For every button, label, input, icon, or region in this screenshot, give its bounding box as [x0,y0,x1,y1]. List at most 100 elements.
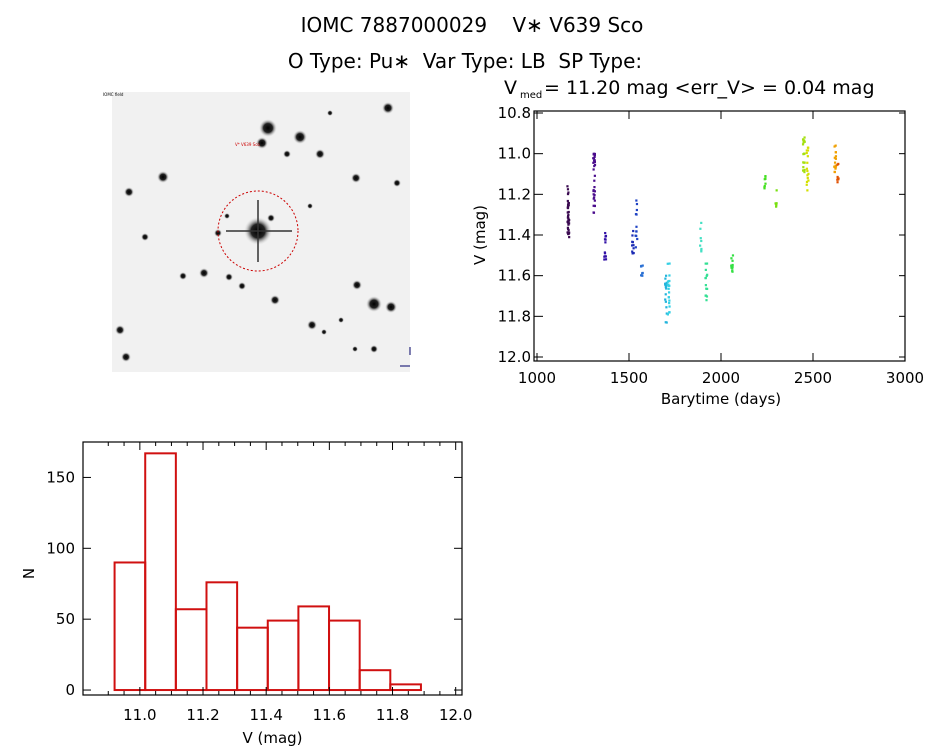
data-point [566,185,569,188]
data-point [834,155,838,158]
data-point [837,177,840,180]
histogram-bar [236,626,269,692]
data-point [700,248,703,252]
data-point [834,164,838,167]
star [352,346,358,352]
data-point [803,152,806,155]
data-point [593,196,596,199]
data-point [730,264,733,267]
data-point [731,269,734,273]
x-tick-label: 2000 [702,369,740,387]
star [124,187,134,197]
data-point [664,277,667,280]
data-point [806,169,809,173]
star [256,137,268,149]
data-point [806,155,809,158]
data-point [704,294,707,297]
star [157,171,169,183]
y-tick-label: 11.2 [498,185,531,203]
plot-frame [533,110,906,362]
data-point [632,251,635,255]
data-point [593,199,596,202]
data-point [634,246,637,249]
data-point [604,241,607,244]
data-point [699,244,702,247]
data-point [801,143,805,146]
data-point [731,265,734,268]
data-point [665,312,668,315]
data-point [632,247,635,250]
histogram-bar [113,561,147,692]
data-point [668,301,671,305]
x-tick-label: 11.4 [249,706,282,724]
x-tick-label: 11.2 [186,706,219,724]
data-point [667,291,671,294]
histogram-bar [328,619,361,692]
star [259,119,277,137]
light-curve-chart: 1000 1500 2000 2500 3000 10.8 11.0 11.2 11.4 11.6… [471,77,924,408]
data-point [592,211,595,214]
data-point [592,204,595,207]
data-point [566,221,570,224]
data-point [640,274,643,277]
data-point [567,229,570,232]
data-point [700,221,703,224]
data-point [802,141,805,144]
data-point [635,199,638,202]
data-point [566,227,570,230]
data-point [700,239,703,243]
star [225,273,233,281]
data-point [632,229,635,233]
data-point [631,244,634,247]
data-point [731,263,734,267]
data-point [664,274,668,277]
image-label-top: IOMC field [103,92,124,97]
data-point [641,274,644,277]
data-point [566,199,569,203]
data-point [593,153,596,157]
data-point [803,139,806,142]
star [382,102,394,114]
data-point [668,274,671,277]
data-point [667,296,671,299]
data-point [704,262,707,265]
x-tick-label: 2500 [794,369,832,387]
star [270,295,280,305]
star [121,352,131,362]
data-point [775,202,778,205]
star [366,296,382,312]
data-point [730,257,733,260]
title-subscript: med [520,90,542,101]
data-point [834,151,837,154]
data-point [567,210,570,214]
data-point [592,197,595,200]
y-axis-label: N [20,568,38,579]
data-point [636,237,639,241]
star [141,233,149,241]
title-rest: = 11.20 mag <err_V> = 0.04 mag [544,77,875,99]
star [385,301,397,313]
data-point [593,159,596,162]
data-point [802,166,805,169]
data-point [668,311,671,314]
data-point [705,299,708,302]
star [267,214,275,222]
data-point [592,157,595,160]
data-point [593,160,597,163]
title-v: V [504,77,517,99]
data-point [665,281,668,284]
data-point [664,300,667,303]
data-point [668,299,671,302]
data-point [639,265,643,268]
data-point [593,163,597,166]
data-point [665,287,668,290]
star [327,110,333,116]
histogram-bar [297,605,331,692]
data-point [593,193,596,197]
star [338,317,344,323]
data-point [805,151,808,155]
data-point [803,136,806,139]
data-point [567,222,571,225]
y-tick-label: 50 [56,610,75,628]
histogram-chart: 11.0 11.2 11.4 11.6 11.8 12.0 0 50 100 150 V (mag)… [20,441,472,747]
